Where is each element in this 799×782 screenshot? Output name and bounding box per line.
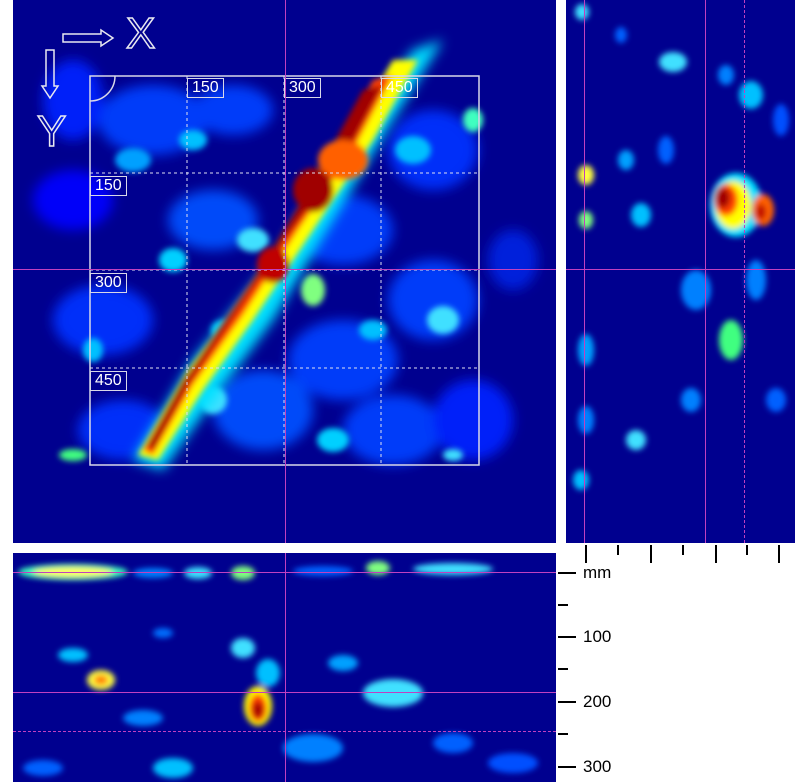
corner-arc [89, 75, 116, 102]
front-crosshair-horizontal-1[interactable] [13, 572, 556, 573]
side-crosshair-vertical-3[interactable] [744, 0, 745, 543]
side-crosshair-vertical-1[interactable] [584, 0, 585, 543]
depth-label-100: 100 [583, 627, 612, 646]
grid-label-y-150: 150 [90, 176, 127, 196]
depth-label-200: 200 [583, 692, 612, 711]
crosshair-horizontal[interactable] [13, 269, 556, 270]
side-crosshair-horizontal[interactable] [566, 269, 795, 270]
front-view-panel[interactable] [13, 553, 556, 782]
front-view-heatmap [13, 553, 556, 782]
depth-label-300: 300 [583, 757, 612, 776]
side-view-panel[interactable] [566, 0, 795, 543]
front-crosshair-vertical[interactable] [285, 553, 286, 782]
grid-label-y-300: 300 [90, 273, 127, 293]
side-view-heatmap [566, 0, 795, 543]
grid-label-x-300: 300 [284, 78, 321, 98]
axis-y-label: Y [36, 107, 67, 156]
grid-label-x-150: 150 [187, 78, 224, 98]
side-crosshair-vertical-2[interactable] [705, 0, 706, 543]
front-crosshair-horizontal-3[interactable] [13, 731, 556, 732]
grid-label-y-450: 450 [90, 371, 127, 391]
grid-label-x-450: 450 [381, 78, 418, 98]
front-crosshair-horizontal-2[interactable] [13, 692, 556, 693]
grid-lines [90, 76, 479, 465]
crosshair-vertical[interactable] [285, 0, 286, 543]
axis-arrows [40, 28, 115, 100]
top-view-panel[interactable]: X Y 150 300 450 150 300 450 [13, 0, 556, 543]
depth-unit-label: mm [583, 563, 612, 582]
axis-x-label: X [125, 9, 156, 58]
